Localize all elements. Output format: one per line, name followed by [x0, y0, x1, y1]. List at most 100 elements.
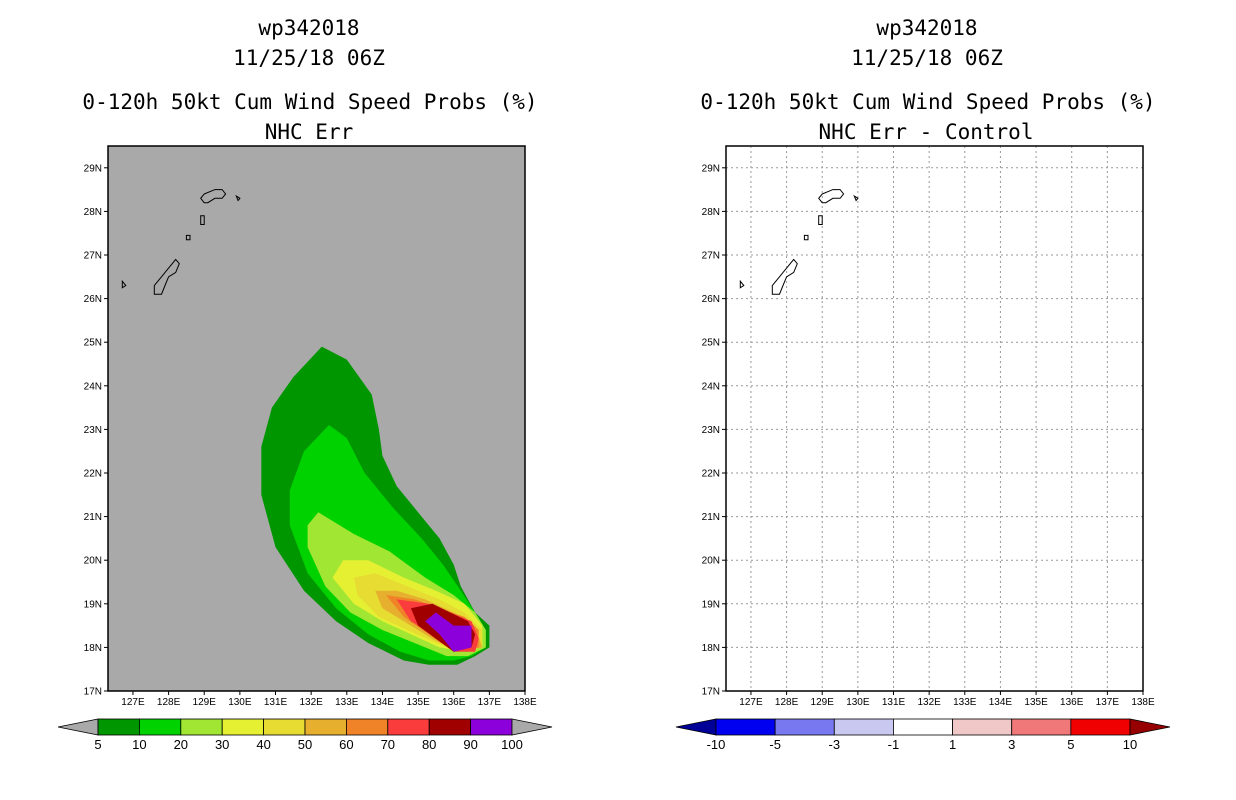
- colorbar-swatch: [1011, 718, 1072, 736]
- x-tick-label: 135E: [1024, 697, 1048, 708]
- y-tick-label: 20N: [702, 556, 720, 567]
- y-tick-label: 28N: [702, 207, 720, 218]
- x-tick-label: 129E: [811, 697, 835, 708]
- x-tick-label: 138E: [513, 697, 537, 708]
- colorbar-label: 5: [1067, 737, 1074, 752]
- x-tick-label: 133E: [953, 697, 977, 708]
- colorbar-label: 90: [463, 737, 477, 752]
- y-tick-label: 18N: [702, 643, 720, 654]
- y-tick-label: 22N: [84, 469, 102, 480]
- left-chart-title: 0-120h 50kt Cum Wind Speed Probs (%): [82, 90, 538, 114]
- coastline-island: [153, 258, 180, 295]
- x-tick-label: 137E: [478, 697, 502, 708]
- left-storm-id: wp342018: [258, 16, 360, 40]
- y-tick-label: 19N: [702, 599, 720, 610]
- x-tick-label: 136E: [442, 697, 466, 708]
- x-tick-label: 134E: [371, 697, 395, 708]
- y-tick-label: 26N: [84, 294, 102, 305]
- coastline-island: [235, 194, 241, 202]
- y-tick-label: 23N: [84, 425, 102, 436]
- coastline-island: [200, 215, 205, 225]
- colorbar-label: 100: [501, 737, 523, 752]
- right-datetime: 11/25/18 06Z: [851, 46, 1003, 70]
- y-tick-label: 17N: [84, 687, 102, 698]
- colorbar-swatch: [774, 718, 835, 736]
- colorbar-label: -3: [829, 737, 841, 752]
- colorbar-label: 30: [215, 737, 229, 752]
- coastline-island: [818, 215, 823, 225]
- x-tick-label: 130E: [846, 697, 870, 708]
- x-tick-label: 127E: [121, 697, 145, 708]
- colorbar-swatch: [1070, 718, 1131, 736]
- y-tick-label: 29N: [84, 163, 102, 174]
- x-tick-label: 130E: [228, 697, 252, 708]
- y-tick-label: 21N: [84, 512, 102, 523]
- x-tick-label: 128E: [157, 697, 181, 708]
- x-tick-label: 131E: [882, 697, 906, 708]
- colorbar-label: -10: [707, 737, 726, 752]
- left-datetime: 11/25/18 06Z: [233, 46, 385, 70]
- colorbar-label: 60: [339, 737, 353, 752]
- colorbar-right-arrow: [1129, 718, 1171, 736]
- plot-frame: [725, 145, 1144, 692]
- x-tick-label: 138E: [1131, 697, 1155, 708]
- colorbar-swatch: [952, 718, 1013, 736]
- colorbar-right-arrow: [511, 718, 553, 736]
- y-tick-label: 29N: [702, 163, 720, 174]
- x-tick-label: 134E: [989, 697, 1013, 708]
- y-tick-label: 27N: [702, 251, 720, 262]
- x-tick-label: 129E: [193, 697, 217, 708]
- right-chart-title: 0-120h 50kt Cum Wind Speed Probs (%): [700, 90, 1156, 114]
- y-tick-label: 20N: [84, 556, 102, 567]
- colorbar-label: 5: [94, 737, 101, 752]
- colorbar-left-arrow: [675, 718, 717, 736]
- colorbar-label: 10: [1123, 737, 1137, 752]
- coastline-island: [739, 279, 745, 289]
- plot-frame: [107, 145, 526, 692]
- x-tick-label: 131E: [264, 697, 288, 708]
- y-tick-label: 25N: [84, 338, 102, 349]
- x-tick-label: 133E: [335, 697, 359, 708]
- x-tick-label: 135E: [406, 697, 430, 708]
- plot-background: [726, 146, 1143, 691]
- coastline-island: [771, 258, 798, 295]
- y-tick-label: 28N: [84, 207, 102, 218]
- contour-90: [425, 612, 472, 652]
- colorbar-label: 20: [174, 737, 188, 752]
- left-chart-subtitle: NHC Err: [264, 120, 354, 144]
- colorbar-swatch: [715, 718, 776, 736]
- coastline-island: [200, 189, 227, 204]
- y-tick-label: 27N: [84, 251, 102, 262]
- colorbar-swatch: [833, 718, 894, 736]
- y-tick-label: 18N: [84, 643, 102, 654]
- colorbar-label: -1: [888, 737, 900, 752]
- right-chart-subtitle: NHC Err - Control: [818, 120, 1034, 144]
- y-tick-label: 23N: [702, 425, 720, 436]
- y-tick-label: 25N: [702, 338, 720, 349]
- y-tick-label: 26N: [702, 294, 720, 305]
- colorbar-swatch: [893, 718, 953, 736]
- coastline-island: [853, 194, 859, 202]
- coastline-island: [803, 234, 809, 241]
- y-tick-label: 19N: [84, 599, 102, 610]
- colorbar-label: 40: [256, 737, 270, 752]
- coastline-island: [121, 279, 127, 289]
- y-tick-label: 24N: [84, 381, 102, 392]
- colorbar-label: 3: [1008, 737, 1015, 752]
- y-tick-label: 17N: [702, 687, 720, 698]
- coastline-island: [818, 189, 845, 204]
- x-tick-label: 132E: [299, 697, 323, 708]
- colorbar-label: 10: [132, 737, 146, 752]
- y-tick-label: 22N: [702, 469, 720, 480]
- x-tick-label: 128E: [775, 697, 799, 708]
- colorbar-label: -5: [769, 737, 781, 752]
- y-tick-label: 24N: [702, 381, 720, 392]
- y-tick-label: 21N: [702, 512, 720, 523]
- x-tick-label: 127E: [739, 697, 763, 708]
- x-tick-label: 137E: [1096, 697, 1120, 708]
- x-tick-label: 132E: [917, 697, 941, 708]
